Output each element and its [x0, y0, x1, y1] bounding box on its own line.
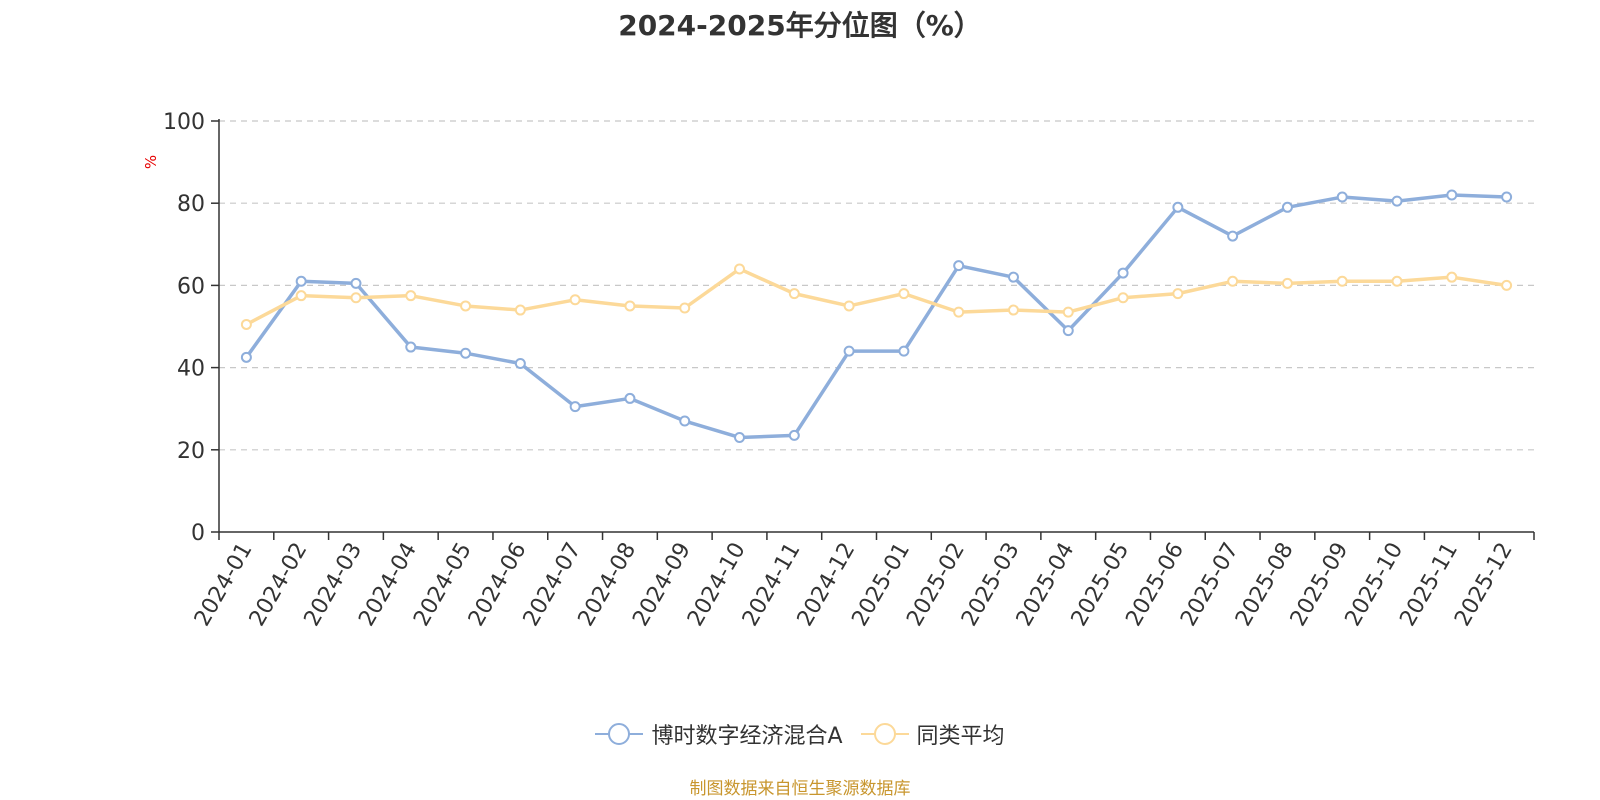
data-point [1391, 195, 1403, 207]
legend-label: 同类平均 [916, 724, 1005, 749]
y-tick-label: 0 [191, 521, 205, 546]
data-point [679, 415, 691, 427]
data-point [953, 260, 965, 272]
data-point [1446, 271, 1458, 283]
data-point [240, 318, 252, 330]
data-point [1062, 325, 1074, 337]
source-note: 制图数据来自恒生聚源数据库 [689, 779, 911, 799]
data-point [514, 304, 526, 316]
data-point [788, 429, 800, 441]
series-lines [240, 189, 1513, 443]
data-point [460, 347, 472, 359]
legend-line-circle-icon [595, 723, 644, 745]
data-point [898, 345, 910, 357]
data-point [1117, 267, 1129, 279]
data-point [350, 292, 362, 304]
data-point [1446, 189, 1458, 201]
legend-item-series-1[interactable]: 同类平均 [860, 718, 1005, 750]
data-point [843, 300, 855, 312]
data-point [569, 401, 581, 413]
data-point [1501, 279, 1513, 291]
data-point [624, 392, 636, 404]
data-point [350, 277, 362, 289]
data-point [1391, 275, 1403, 287]
data-point [1336, 191, 1348, 203]
grid-lines [219, 120, 1534, 451]
data-point [734, 263, 746, 275]
data-point [1227, 230, 1239, 242]
data-point [734, 431, 746, 443]
data-point [624, 300, 636, 312]
legend-line-circle-icon [860, 723, 909, 745]
data-point [679, 302, 691, 314]
legend-item-series-0[interactable]: 博时数字经济混合A [595, 718, 843, 750]
series-line-1 [245, 267, 1507, 326]
data-point [405, 290, 417, 302]
data-point [1062, 306, 1074, 318]
data-point [1007, 271, 1019, 283]
data-point [1336, 275, 1348, 287]
data-point [514, 357, 526, 369]
y-tick-label: 80 [177, 192, 205, 217]
data-point [898, 288, 910, 300]
data-point [295, 275, 307, 287]
data-point [1007, 304, 1019, 316]
data-point [569, 294, 581, 306]
chart-title: 2024-2025年分位图（%） [618, 9, 982, 42]
data-point [1172, 201, 1184, 213]
data-point [1227, 275, 1239, 287]
data-point [240, 351, 252, 363]
data-point [953, 306, 965, 318]
data-point [1501, 191, 1513, 203]
data-point [1281, 201, 1293, 213]
series-line-0 [244, 193, 1507, 440]
data-point [1172, 288, 1184, 300]
data-point [843, 345, 855, 357]
data-point [460, 300, 472, 312]
data-point [1117, 292, 1129, 304]
legend: 博时数字经济混合A 同类平均 [0, 718, 1600, 750]
y-axis-unit-label: % [142, 155, 160, 169]
data-point [295, 290, 307, 302]
legend-label: 博时数字经济混合A [651, 724, 843, 749]
axes: 0204060801002024-012024-022024-032024-04… [163, 110, 1535, 631]
y-tick-label: 40 [177, 357, 205, 382]
data-point [1281, 277, 1293, 289]
data-point [405, 341, 417, 353]
y-tick-label: 60 [177, 274, 205, 299]
y-tick-label: 20 [177, 439, 205, 464]
y-tick-label: 100 [163, 110, 205, 135]
data-point [788, 288, 800, 300]
